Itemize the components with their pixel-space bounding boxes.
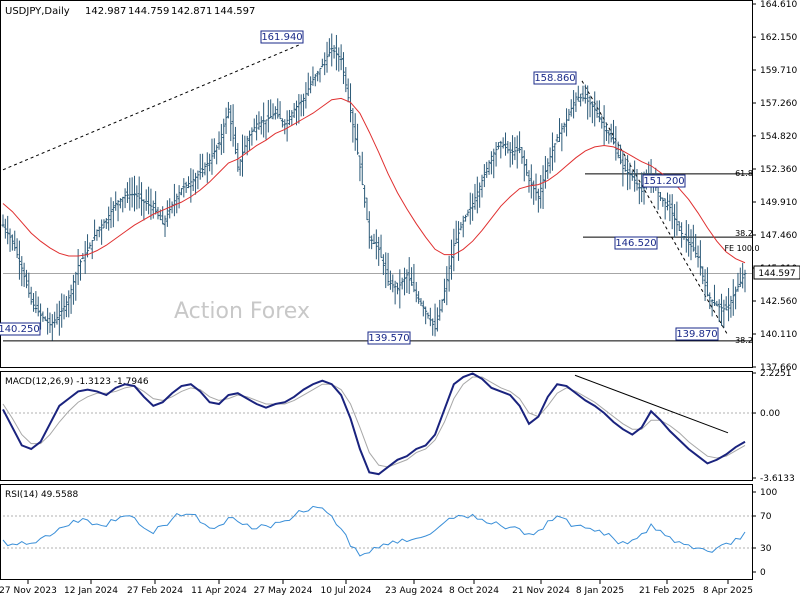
time-tick-label: 8 Oct 2024 — [449, 586, 499, 596]
rsi-panel-frame — [0, 484, 753, 580]
price-axis: 164.610 162.150 159.710 157.260 154.820 152.3… — [752, 0, 797, 373]
fib-label: 61.8 — [735, 169, 753, 178]
price-label: 158.860 — [534, 73, 575, 84]
symbol-header: USDJPY,Daily — [5, 6, 70, 17]
fib-label: 38.2 — [735, 229, 753, 238]
current-price-text: 144.597 — [758, 269, 795, 279]
price-tick-label: 140.110 — [760, 330, 797, 340]
rsi-tick-label: 100 — [760, 488, 777, 498]
price-labels: 161.940 158.860 151.200 146.520 140.250 139.5… — [0, 30, 760, 345]
ohlc-low: 142.871 — [171, 6, 212, 17]
watermark: Action Forex — [174, 299, 310, 324]
macd-signal-line — [2, 376, 746, 468]
price-label-box — [642, 174, 686, 188]
price-series — [1, 33, 747, 341]
rsi-tick-label: 30 — [760, 544, 772, 554]
price-tick-label: 137.660 — [760, 363, 797, 373]
fib-label: FE 100.0 — [724, 244, 759, 253]
macd-tick-label: 0.00 — [760, 409, 780, 419]
price-label-box — [260, 30, 304, 44]
current-price-tag — [753, 265, 800, 280]
macd-tick-label: 2.2251 — [760, 369, 792, 379]
time-tick-label: 21 Feb 2025 — [639, 586, 695, 596]
trendline-dashed — [2, 44, 301, 171]
price-tick-label: 147.460 — [760, 231, 797, 241]
price-label-box — [367, 331, 411, 345]
price-tick-label: 164.610 — [760, 0, 797, 10]
price-label: 146.520 — [615, 238, 656, 249]
price-label-box — [0, 322, 41, 336]
price-tick-label: 154.820 — [760, 132, 797, 142]
time-tick-label: 8 Jan 2025 — [576, 586, 624, 596]
price-label: 161.940 — [261, 32, 302, 43]
price-label: 151.200 — [643, 176, 684, 187]
time-tick-label: 23 Aug 2024 — [385, 586, 443, 596]
macd-panel-frame — [0, 371, 753, 481]
macd-series: 2.2251 0.00 -3.6133 — [2, 369, 795, 484]
price-label: 140.250 — [0, 324, 40, 335]
price-tick-label: 159.710 — [760, 66, 797, 76]
price-label-box — [533, 71, 577, 85]
price-label: 139.870 — [676, 329, 717, 340]
macd-label: MACD(12,26,9) -1.3123 -1.7946 — [5, 377, 149, 387]
macd-tick-label: -3.6133 — [760, 474, 795, 484]
time-tick-label: 27 Nov 2023 — [0, 586, 57, 596]
ohlc-high: 144.759 — [128, 6, 169, 17]
price-panel-frame — [0, 0, 753, 368]
time-tick-label: 27 May 2024 — [254, 586, 313, 596]
price-label-box — [675, 327, 719, 341]
ohlc-open: 142.987 — [85, 6, 126, 17]
time-tick-label: 27 Feb 2024 — [127, 586, 183, 596]
price-tick-label: 162.150 — [760, 33, 797, 43]
rsi-label: RSI(14) 49.5588 — [5, 490, 78, 500]
time-tick-label: 10 Jul 2024 — [321, 586, 372, 596]
time-tick-label: 12 Jan 2024 — [64, 586, 118, 596]
price-tick-label: 152.360 — [760, 165, 797, 175]
time-axis: 27 Nov 2023 12 Jan 2024 27 Feb 2024 11 Apr … — [0, 580, 753, 596]
moving-average-line — [2, 97, 746, 264]
macd-trendline — [574, 374, 729, 434]
rsi-line — [2, 505, 746, 557]
rsi-tick-label: 0 — [760, 568, 766, 578]
price-tick-label: 149.910 — [760, 198, 797, 208]
rsi-tick-label: 70 — [760, 512, 772, 522]
fib-label: 38.2 — [735, 336, 753, 345]
time-tick-label: 8 Apr 2025 — [703, 586, 753, 596]
price-tick-label: 157.260 — [760, 99, 797, 109]
price-label: 139.570 — [368, 333, 409, 344]
macd-line — [2, 372, 746, 476]
moving-average — [2, 97, 746, 264]
price-label-box — [614, 236, 658, 250]
price-tick-label: 142.560 — [760, 297, 797, 307]
time-tick-label: 11 Apr 2024 — [191, 586, 247, 596]
time-tick-label: 21 Nov 2024 — [512, 586, 570, 596]
ohlc-close: 144.597 — [214, 6, 255, 17]
rsi-series: 100 70 30 0 — [2, 488, 777, 578]
